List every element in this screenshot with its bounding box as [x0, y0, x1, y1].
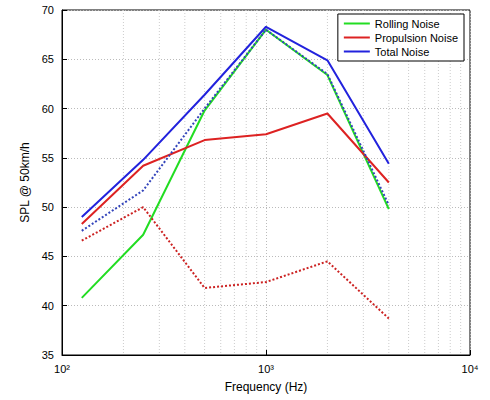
svg-text:10²: 10²: [54, 363, 70, 375]
svg-text:55: 55: [42, 152, 54, 164]
svg-text:Rolling Noise: Rolling Noise: [375, 18, 440, 30]
svg-text:70: 70: [42, 4, 54, 16]
svg-text:SPL @ 50km/h: SPL @ 50km/h: [18, 142, 32, 222]
svg-text:10⁴: 10⁴: [462, 363, 479, 375]
svg-text:65: 65: [42, 53, 54, 65]
svg-text:Propulsion Noise: Propulsion Noise: [375, 32, 458, 44]
svg-text:Total Noise: Total Noise: [375, 46, 429, 58]
svg-text:10³: 10³: [258, 363, 274, 375]
svg-text:50: 50: [42, 201, 54, 213]
svg-text:Frequency (Hz): Frequency (Hz): [225, 380, 308, 394]
svg-text:60: 60: [42, 103, 54, 115]
svg-text:45: 45: [42, 250, 54, 262]
svg-text:35: 35: [42, 349, 54, 361]
svg-text:40: 40: [42, 300, 54, 312]
